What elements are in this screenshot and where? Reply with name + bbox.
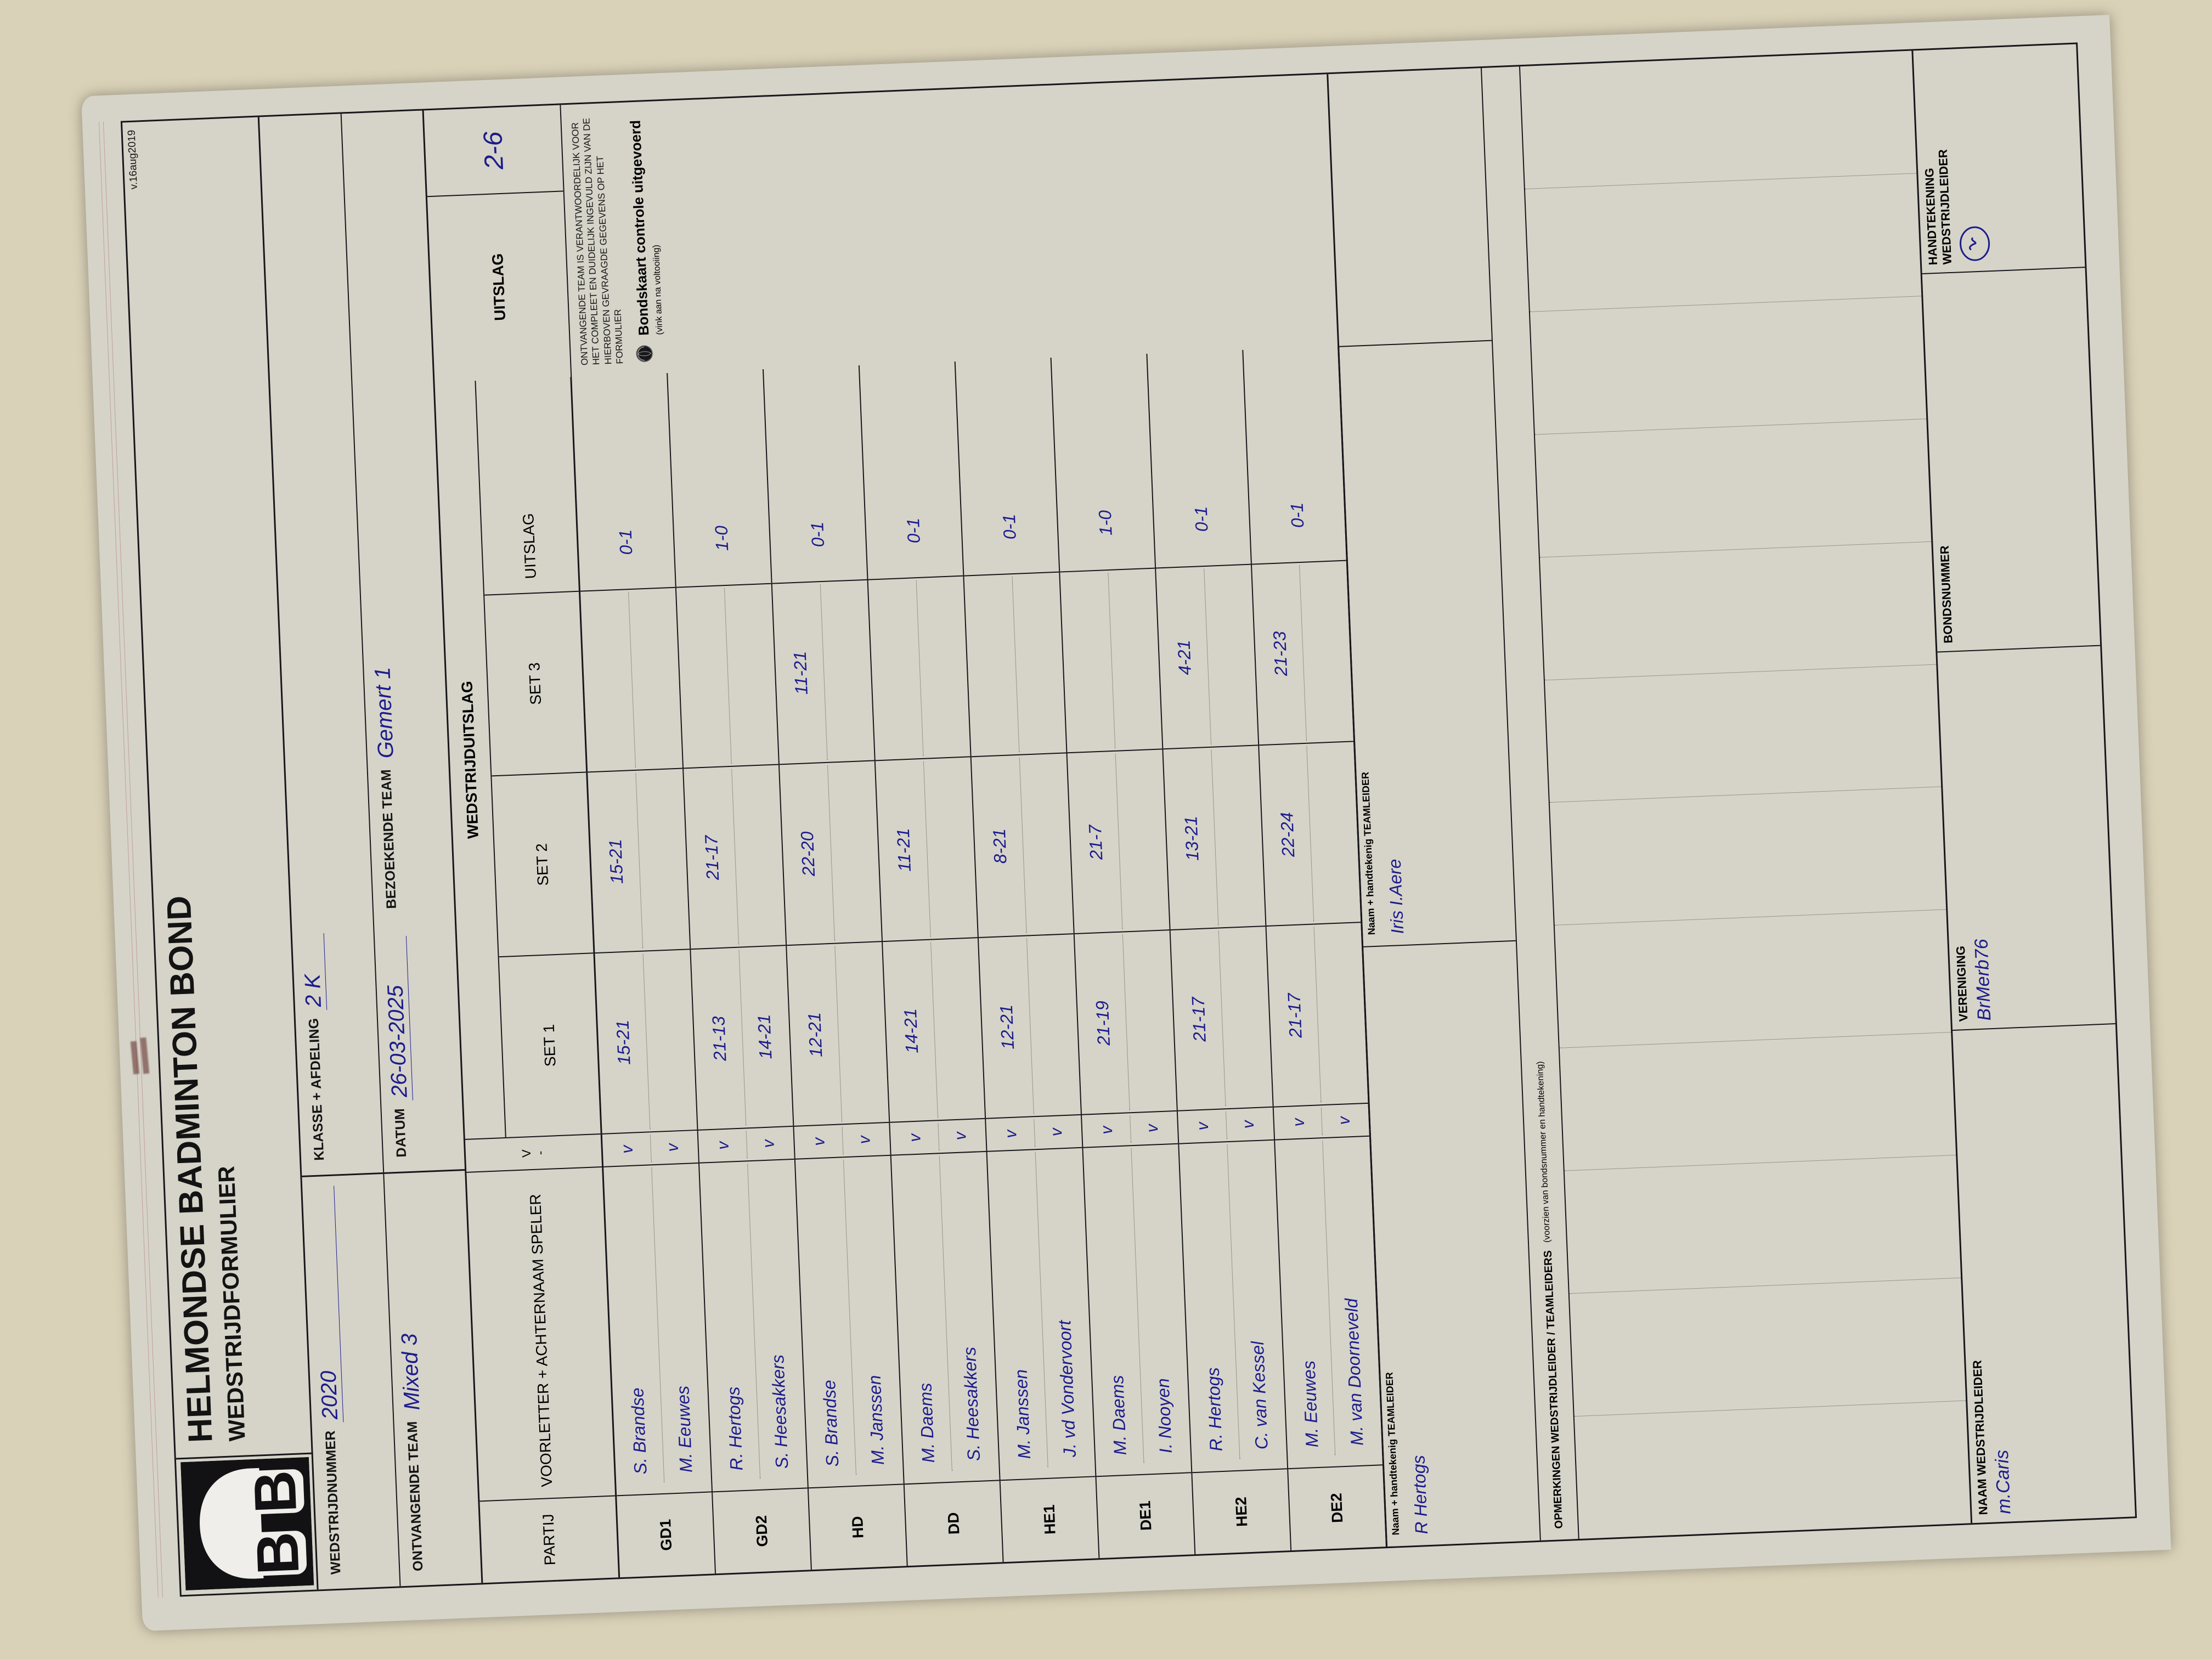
svg-text:B: B (244, 1531, 311, 1576)
svg-text:B: B (241, 1469, 309, 1514)
